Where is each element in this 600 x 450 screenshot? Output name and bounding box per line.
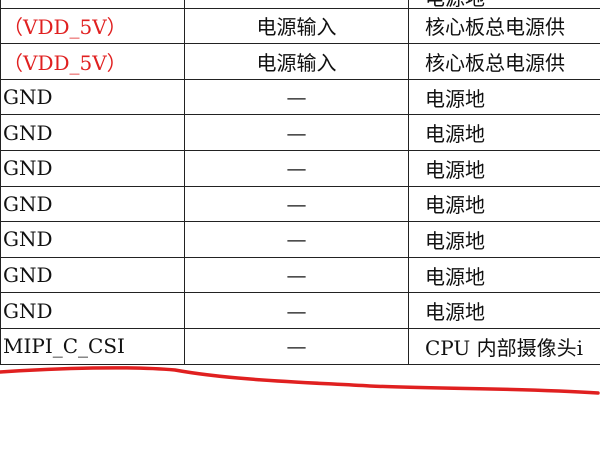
table-row: GND — 电源地 [0,114,600,151]
signal-cell: （VDD_5V） [0,43,185,80]
table-row: GND — 电源地 [0,256,600,294]
signal-cell: GND [0,292,185,329]
table-row: （VDD_5V） 电源输入 核心板总电源供 [0,7,600,45]
description-cell: 电源地 [408,114,600,151]
signal-cell: GND [0,114,185,151]
signal-cell: （VDD_5V） [0,7,185,45]
description-cell: 核心板总电源供 [408,7,600,45]
description-cell: 电源地 [408,256,600,294]
signal-cell: GND [0,78,185,116]
description-cell: 电源地 [408,292,600,329]
table-row: GND — 电源地 [0,78,600,116]
description-cell: 电源地 [408,221,600,258]
description-cell: 电源地 [408,149,600,187]
type-cell: — [184,185,409,223]
table-row: GND — 电源地 [0,221,600,258]
description-cell: 电源地 [408,185,600,223]
pin-table: 电源地 （VDD_5V）电源输入核心板总电源供（VDD_5V）电源输入核心板总电源… [0,0,600,365]
type-cell: — [184,114,409,151]
table-row: GND — 电源地 [0,185,600,223]
type-cell: 电源输入 [184,7,409,45]
description-cell: CPU 内部摄像头i [408,327,600,365]
table-row: MIPI_C_CSI — CPU 内部摄像头i [0,327,600,365]
signal-cell: GND [0,185,185,223]
type-cell: — [184,221,409,258]
type-cell: — [184,78,409,116]
type-cell: — [184,256,409,294]
signal-cell: GND [0,256,185,294]
signal-cell: MIPI_C_CSI [0,327,185,365]
red-underline-mark [0,366,600,395]
signal-cell: GND [0,221,185,258]
type-cell: 电源输入 [184,43,409,80]
table-row: GND — 电源地 [0,149,600,187]
